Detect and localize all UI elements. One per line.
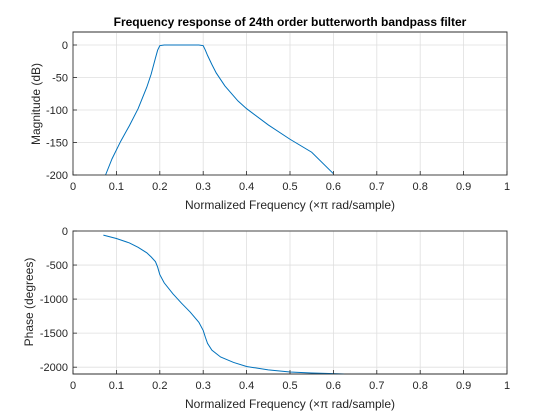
magnitude-x-tick-label: 0.3 — [196, 181, 211, 193]
phase-y-axis-label: Phase (degrees) — [22, 258, 36, 347]
magnitude-x-tick-label: 0.6 — [326, 181, 341, 193]
magnitude-ticks: 0 0.1 0.2 0.3 0.4 0.5 0.6 0.7 0.8 0.9 1 0 -50 -100 -15… — [46, 40, 510, 193]
magnitude-x-tick-label: 1 — [504, 181, 510, 193]
phase-y-tick-label: -2000 — [40, 362, 68, 374]
phase-y-tick-label: 0 — [62, 226, 68, 238]
phase-plot: 0 0.1 0.2 0.3 0.4 0.5 0.6 0.7 0.8 0.9 1 0 -500 -1000 -… — [22, 226, 510, 411]
magnitude-x-tick-label: 0.5 — [282, 181, 297, 193]
magnitude-y-tick-label: -150 — [46, 138, 68, 150]
magnitude-x-tick-label: 0.7 — [369, 181, 384, 193]
phase-x-tick-label: 0.6 — [326, 380, 341, 392]
phase-x-tick-label: 0.8 — [413, 380, 428, 392]
magnitude-x-tick-label: 0.2 — [152, 181, 167, 193]
magnitude-y-tick-label: -100 — [46, 105, 68, 117]
magnitude-x-axis-label: Normalized Frequency (×π rad/sample) — [185, 198, 395, 212]
magnitude-x-tick-label: 0 — [70, 181, 76, 193]
phase-x-tick-label: 0.1 — [109, 380, 124, 392]
phase-ticks: 0 0.1 0.2 0.3 0.4 0.5 0.6 0.7 0.8 0.9 1 0 -500 -1000 -… — [40, 226, 510, 392]
phase-y-tick-label: -1000 — [40, 294, 68, 306]
phase-x-tick-label: 0.9 — [456, 380, 471, 392]
chart-title: Frequency response of 24th order butterw… — [114, 15, 467, 29]
phase-x-tick-label: 0.5 — [282, 380, 297, 392]
magnitude-y-tick-label: -50 — [52, 73, 68, 85]
phase-x-tick-label: 0.2 — [152, 380, 167, 392]
magnitude-y-axis-label: Magnitude (dB) — [29, 63, 43, 145]
phase-x-tick-label: 0.4 — [239, 380, 254, 392]
magnitude-x-tick-label: 0.1 — [109, 181, 124, 193]
phase-x-tick-label: 0 — [70, 380, 76, 392]
magnitude-y-tick-label: -200 — [46, 170, 68, 182]
phase-y-tick-label: -500 — [46, 260, 68, 272]
phase-series-line — [103, 234, 345, 375]
magnitude-y-tick-label: 0 — [62, 40, 68, 52]
magnitude-x-tick-label: 0.4 — [239, 181, 254, 193]
phase-x-axis-label: Normalized Frequency (×π rad/sample) — [185, 397, 395, 411]
phase-y-tick-label: -1500 — [40, 328, 68, 340]
phase-x-tick-label: 0.7 — [369, 380, 384, 392]
magnitude-x-tick-label: 0.8 — [413, 181, 428, 193]
phase-x-tick-label: 1 — [504, 380, 510, 392]
magnitude-plot: 0 0.1 0.2 0.3 0.4 0.5 0.6 0.7 0.8 0.9 1 0 -50 -100 -15… — [29, 15, 510, 212]
magnitude-series-line — [105, 44, 334, 176]
phase-x-tick-label: 0.3 — [196, 380, 211, 392]
magnitude-x-tick-label: 0.9 — [456, 181, 471, 193]
